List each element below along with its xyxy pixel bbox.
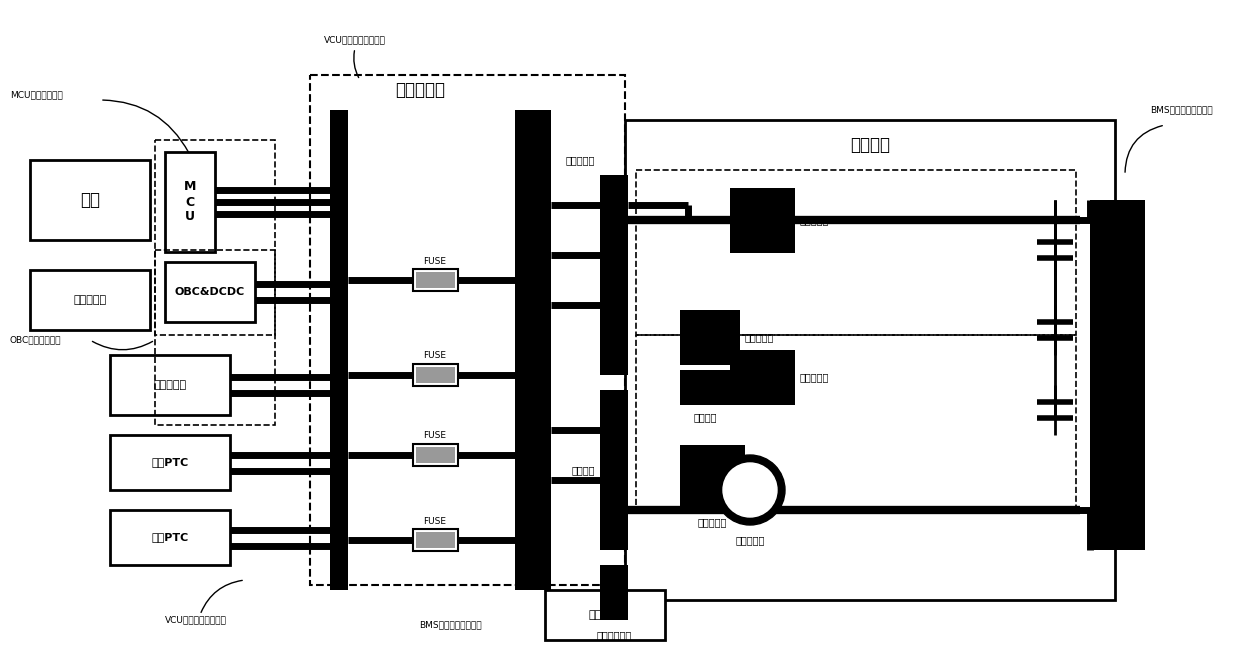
Text: OBC&DCDC: OBC&DCDC	[175, 287, 246, 297]
Bar	[330, 110, 348, 590]
Bar	[600, 175, 627, 375]
Bar	[415, 447, 455, 463]
Text: 主回路插件: 主回路插件	[565, 155, 595, 165]
Bar	[413, 529, 458, 551]
Bar	[155, 250, 275, 425]
Text: 正极继电器: 正极继电器	[800, 215, 830, 225]
Bar	[600, 565, 627, 620]
Bar	[415, 272, 455, 288]
Text: 快充插件: 快充插件	[572, 465, 595, 475]
Bar	[730, 350, 795, 405]
Text: FUSE: FUSE	[424, 432, 446, 441]
Text: FUSE: FUSE	[424, 257, 446, 265]
Bar	[600, 390, 627, 550]
Bar	[636, 170, 1076, 335]
Text: 低压信号插件: 低压信号插件	[596, 630, 631, 640]
Text: 预充电阻: 预充电阻	[693, 412, 717, 422]
Bar	[413, 364, 458, 386]
Text: OBC高压互锁回路: OBC高压互锁回路	[10, 335, 62, 345]
Bar	[546, 590, 665, 640]
Text: 整车快充口: 整车快充口	[589, 610, 621, 620]
Text: MCU高压互锁回路: MCU高压互锁回路	[10, 90, 63, 99]
Bar	[730, 188, 795, 253]
Text: FUSE: FUSE	[424, 517, 446, 525]
Bar	[625, 120, 1115, 600]
Bar	[636, 335, 1076, 510]
Text: M
C
U: M C U	[184, 181, 196, 223]
Text: 整车慢充口: 整车慢充口	[73, 295, 107, 305]
Circle shape	[723, 463, 777, 517]
Bar	[165, 152, 215, 252]
Bar	[515, 110, 533, 590]
Text: 高压接线盒: 高压接线盒	[396, 81, 445, 99]
Text: 空调PTC: 空调PTC	[151, 457, 188, 468]
Text: 霍尔传感器: 霍尔传感器	[735, 535, 765, 545]
Bar	[110, 510, 229, 565]
Text: 过水PTC: 过水PTC	[151, 533, 188, 542]
Bar	[30, 270, 150, 330]
Bar	[155, 140, 275, 335]
Text: 快充继电器: 快充继电器	[800, 373, 830, 383]
Bar	[680, 310, 740, 365]
Bar	[680, 370, 730, 405]
Bar	[413, 269, 458, 291]
Bar	[165, 262, 255, 322]
Bar	[415, 367, 455, 383]
Bar	[110, 435, 229, 490]
Bar	[680, 445, 745, 510]
Text: 负极继电器: 负极继电器	[698, 517, 727, 527]
Bar	[310, 75, 625, 585]
Bar	[110, 355, 229, 415]
Bar	[30, 160, 150, 240]
Bar	[1090, 200, 1145, 550]
Circle shape	[715, 455, 785, 525]
Bar	[533, 110, 551, 590]
Text: BMS第二高压互锁回路: BMS第二高压互锁回路	[419, 620, 481, 629]
Bar	[413, 444, 458, 466]
Text: VCU第一高压互锁回路: VCU第一高压互锁回路	[324, 35, 386, 44]
Text: FUSE: FUSE	[424, 352, 446, 360]
Text: 电机: 电机	[81, 191, 100, 209]
Text: VCU第二高压互锁回路: VCU第二高压互锁回路	[165, 616, 227, 624]
Text: 预充继电器: 预充继电器	[745, 333, 774, 343]
Text: 电池系统: 电池系统	[849, 136, 890, 154]
Text: BMS第一高压互锁回路: BMS第一高压互锁回路	[1149, 105, 1213, 115]
Bar	[415, 532, 455, 548]
Text: 空调压缩机: 空调压缩机	[154, 380, 186, 390]
